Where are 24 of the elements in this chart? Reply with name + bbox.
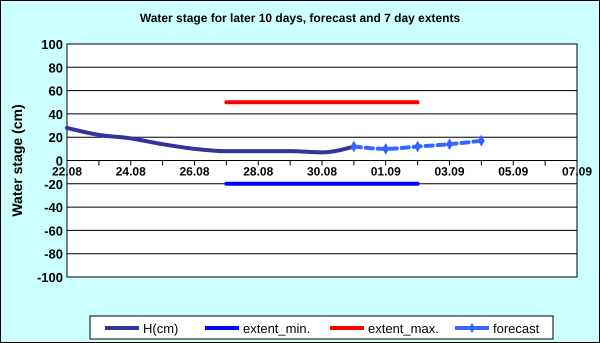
y-tick-label: 60 (48, 84, 63, 99)
y-tick-label: -40 (44, 200, 63, 216)
y-tick-label: -100 (36, 270, 63, 285)
y-tick-label: -80 (44, 246, 63, 262)
y-axis-title: Water stage (cm) (9, 104, 25, 217)
x-tick-label: 28.08 (243, 164, 274, 178)
legend-label: H(cm) (143, 321, 178, 336)
x-tick-label: 03.09 (434, 164, 465, 178)
x-tick-label: 30.08 (306, 164, 338, 178)
legend-label: extent_min. (243, 321, 310, 336)
legend-label: forecast (493, 321, 540, 336)
y-tick-label: 100 (41, 37, 63, 52)
x-tick-label: 05.09 (498, 164, 529, 178)
legend-label: extent_max. (368, 321, 439, 336)
x-tick-label: 26.08 (179, 164, 210, 178)
y-tick-label: 40 (48, 106, 63, 122)
y-tick-label: 80 (48, 60, 63, 76)
y-tick-label: -20 (44, 176, 63, 192)
x-tick-label: 01.09 (370, 164, 402, 178)
y-tick-label: -60 (44, 223, 63, 238)
y-tick-label: 0 (56, 154, 63, 168)
y-tick-label: 20 (48, 130, 63, 146)
x-tick-label: 24.08 (116, 164, 146, 178)
chart-title: Water stage for later 10 days, forecast and 7 day extents (140, 11, 460, 25)
